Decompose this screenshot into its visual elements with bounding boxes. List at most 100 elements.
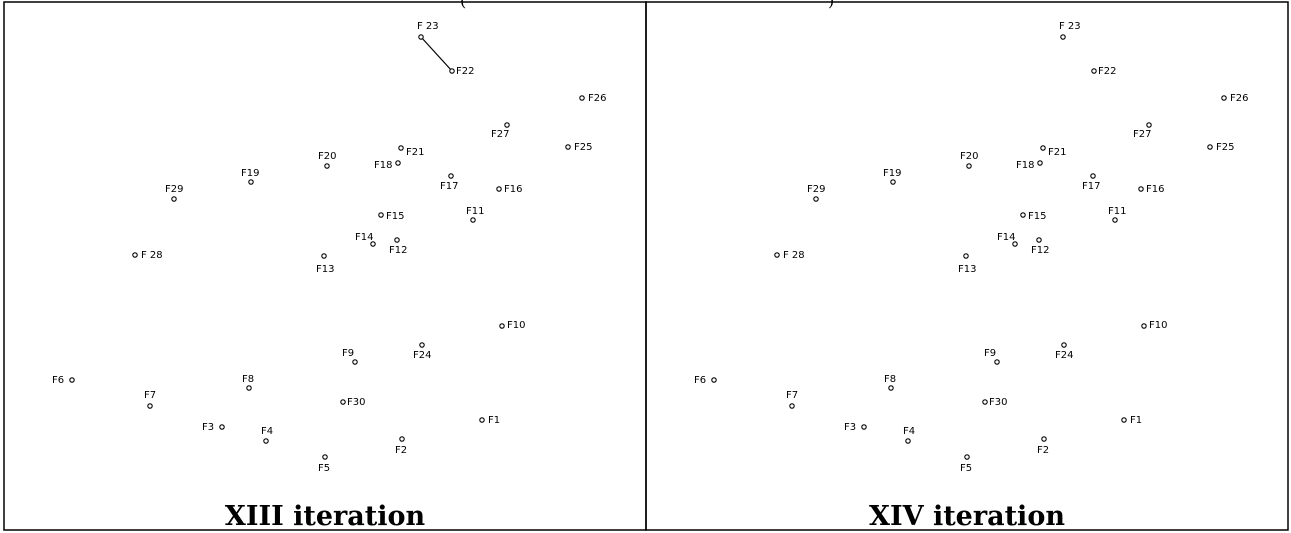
panel-xiii-iteration: F 23 F22 F26 F27 F25 F20 F21 F18 F19 F17 F16 F29 F15…: [3, 1, 647, 532]
point-label-f21: F21: [1048, 147, 1066, 158]
point-marker-f4: [263, 438, 269, 444]
point-marker-f30: [982, 399, 988, 405]
point-marker-f10: [1141, 323, 1147, 329]
point-label-f22: F22: [1098, 66, 1116, 77]
point-label-f5: F5: [318, 463, 330, 474]
point-label-f22: F22: [456, 66, 474, 77]
point-label-f17: F17: [440, 181, 458, 192]
point-layer: F 23 F22 F26 F27 F25 F20 F21 F18 F19 F17 F16 F29 F15…: [52, 21, 606, 474]
point-label-f19: F19: [241, 168, 259, 179]
point-marker-f21: [1040, 145, 1046, 151]
point-marker-f27: [1146, 122, 1152, 128]
point-marker-f13: [963, 253, 969, 259]
point-marker-f21: [398, 145, 404, 151]
point-label-f29: F29: [807, 184, 825, 195]
point-marker-f11: [470, 217, 476, 223]
point-marker-f29: [171, 196, 177, 202]
point-label-f30: F30: [989, 397, 1007, 408]
point-marker-f18: [395, 160, 401, 166]
point-label-f16: F16: [1146, 184, 1164, 195]
point-label-f7: F7: [144, 390, 156, 401]
point-label-f11: F11: [466, 206, 484, 217]
point-label-f5: F5: [960, 463, 972, 474]
point-label-f2: F2: [1037, 445, 1049, 456]
point-marker-f28: [132, 252, 138, 258]
point-label-f3: F3: [202, 422, 214, 433]
point-marker-f30: [340, 399, 346, 405]
point-label-f19: F19: [883, 168, 901, 179]
point-marker-f22: [449, 68, 455, 74]
point-label-f16: F16: [504, 184, 522, 195]
edge-layer: [420, 36, 453, 72]
point-label-f13: F13: [316, 264, 334, 275]
point-label-f27: F27: [1133, 129, 1151, 140]
point-label-f23: F 23: [417, 21, 439, 32]
point-marker-f14: [1012, 241, 1018, 247]
point-marker-f3: [861, 424, 867, 430]
point-label-f21: F21: [406, 147, 424, 158]
point-marker-f4: [905, 438, 911, 444]
point-label-f2: F2: [395, 445, 407, 456]
point-marker-f7: [789, 403, 795, 409]
point-label-f26: F26: [588, 93, 606, 104]
point-label-f28: F 28: [783, 250, 805, 261]
point-marker-f19: [248, 179, 254, 185]
point-marker-f15: [1020, 212, 1026, 218]
point-marker-f23: [1060, 34, 1066, 40]
point-label-f20: F20: [960, 151, 978, 162]
point-marker-f27: [504, 122, 510, 128]
point-marker-f20: [324, 163, 330, 169]
header-fragment-left: (: [460, 0, 466, 10]
point-label-f14: F14: [355, 232, 373, 243]
point-marker-f12: [394, 237, 400, 243]
point-label-f1: F1: [488, 415, 500, 426]
point-label-f17: F17: [1082, 181, 1100, 192]
point-label-f20: F20: [318, 151, 336, 162]
point-marker-f9: [994, 359, 1000, 365]
point-label-f6: F6: [694, 375, 706, 386]
point-label-f18: F18: [1016, 160, 1034, 171]
point-marker-f1: [1121, 417, 1127, 423]
point-label-f29: F29: [165, 184, 183, 195]
point-label-f4: F4: [903, 426, 915, 437]
point-label-f14: F14: [997, 232, 1015, 243]
point-marker-f8: [246, 385, 252, 391]
point-label-f8: F8: [242, 374, 254, 385]
point-marker-f25: [1207, 144, 1213, 150]
point-marker-f20: [966, 163, 972, 169]
panel-border: [645, 1, 1289, 531]
point-label-f25: F25: [574, 142, 592, 153]
point-marker-f16: [1138, 186, 1144, 192]
point-marker-f12: [1036, 237, 1042, 243]
point-label-f13: F13: [958, 264, 976, 275]
point-label-f25: F25: [1216, 142, 1234, 153]
point-label-f6: F6: [52, 375, 64, 386]
point-marker-f6: [69, 377, 75, 383]
point-label-f15: F15: [1028, 211, 1046, 222]
point-marker-f17: [448, 173, 454, 179]
point-marker-f16: [496, 186, 502, 192]
point-label-f9: F9: [984, 348, 996, 359]
panel-xiv-iteration: F 23 F22 F26 F27 F25 F20 F21 F18 F19 F17 F16 F29 F15…: [645, 1, 1289, 532]
point-label-f28: F 28: [141, 250, 163, 261]
point-marker-f6: [711, 377, 717, 383]
point-marker-f7: [147, 403, 153, 409]
point-marker-f25: [565, 144, 571, 150]
point-marker-f8: [888, 385, 894, 391]
point-label-f24: F24: [1055, 350, 1073, 361]
point-marker-f3: [219, 424, 225, 430]
point-marker-f29: [813, 196, 819, 202]
point-label-f12: F12: [1031, 245, 1049, 256]
point-label-f24: F24: [413, 350, 431, 361]
point-label-f1: F1: [1130, 415, 1142, 426]
point-marker-f11: [1112, 217, 1118, 223]
point-marker-f15: [378, 212, 384, 218]
point-label-f26: F26: [1230, 93, 1248, 104]
point-label-f12: F12: [389, 245, 407, 256]
point-marker-f10: [499, 323, 505, 329]
point-marker-f19: [890, 179, 896, 185]
point-marker-f24: [1061, 342, 1067, 348]
point-label-f8: F8: [884, 374, 896, 385]
header-fragment-right: ): [828, 0, 834, 10]
